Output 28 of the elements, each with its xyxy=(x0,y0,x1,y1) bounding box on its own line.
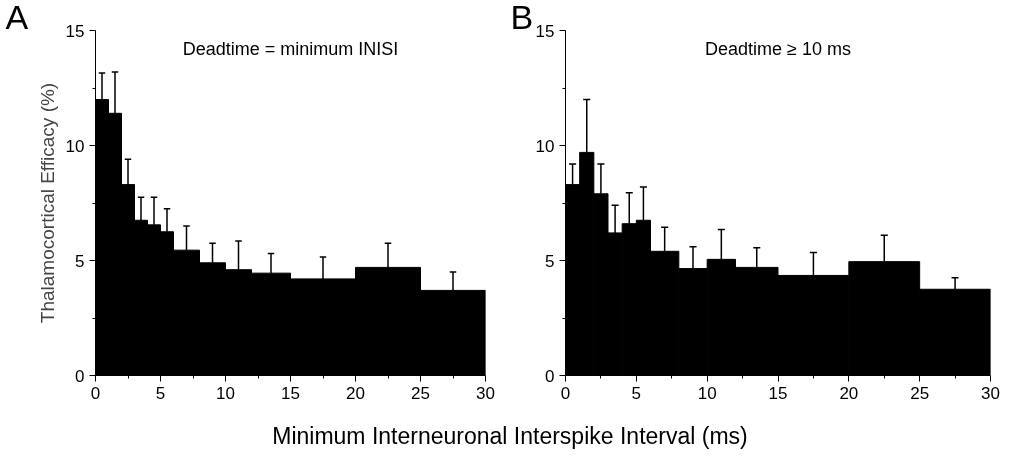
x-axis-title: Minimum Interneuronal Interspike Interval (ms) xyxy=(272,422,748,451)
x-tick-label: 15 xyxy=(768,383,788,403)
y-tick-label: 0 xyxy=(545,366,555,386)
chart-title: Deadtime = minimum INISI xyxy=(182,38,399,59)
x-tick-label: 20 xyxy=(839,383,859,403)
x-tick-label: 15 xyxy=(281,383,300,403)
x-tick-label: 30 xyxy=(981,383,1000,403)
y-tick-label: 10 xyxy=(65,136,85,156)
text: A xyxy=(5,0,29,36)
text: B xyxy=(510,0,534,36)
x-tick-label: 0 xyxy=(560,383,571,403)
y-tick-label: 5 xyxy=(75,251,85,271)
y-tick-label: 10 xyxy=(535,136,555,156)
x-tick-label: 25 xyxy=(411,383,430,403)
x-tick-label: 5 xyxy=(631,383,642,403)
y-axis-title: Thalamocortical Efficacy (%) xyxy=(36,82,58,324)
y-tick-label: 5 xyxy=(545,251,555,271)
x-tick-label: 5 xyxy=(155,383,166,403)
x-tick-label: 0 xyxy=(90,383,101,403)
x-tick-label: 25 xyxy=(910,383,930,403)
x-tick-label: 20 xyxy=(346,383,365,403)
x-tick-label: 10 xyxy=(697,383,717,403)
x-tick-label: 30 xyxy=(476,383,495,403)
x-tick-label: 10 xyxy=(216,383,235,403)
y-tick-label: 15 xyxy=(535,21,555,41)
y-tick-label: 15 xyxy=(65,21,85,41)
y-tick-label: 0 xyxy=(75,366,85,386)
chart-title: Deadtime ≥ 10 ms xyxy=(705,38,851,59)
